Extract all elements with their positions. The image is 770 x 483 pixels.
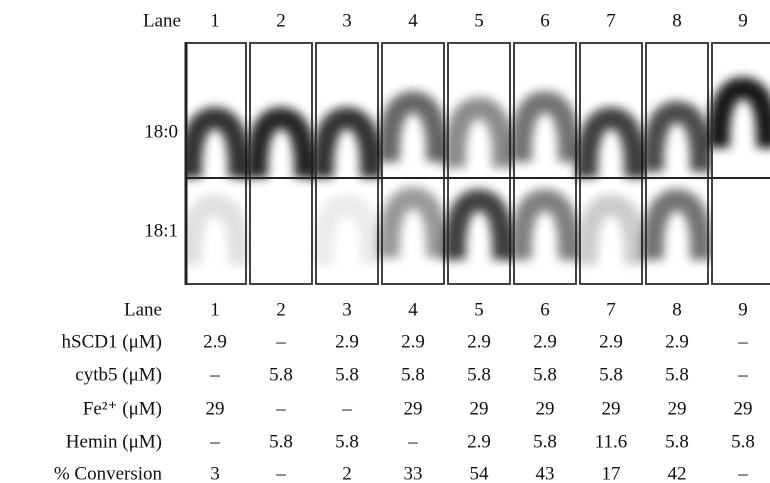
spot: [311, 193, 383, 266]
cell: –: [737, 364, 748, 385]
cell: 5.8: [665, 431, 689, 452]
cell: 7: [606, 299, 616, 320]
cell: –: [341, 398, 352, 419]
cell: –: [209, 364, 220, 385]
cell: 29: [470, 398, 489, 419]
cell: –: [407, 431, 418, 452]
row-label: 18:1: [144, 220, 178, 241]
cell: 2.9: [665, 331, 689, 352]
cell: 5.8: [401, 364, 425, 385]
lane-number: 2: [276, 10, 286, 31]
cell: –: [737, 331, 748, 352]
spot: [575, 106, 647, 179]
cell: 5.8: [665, 364, 689, 385]
lane-number: 6: [540, 10, 550, 31]
cell: 29: [734, 398, 753, 419]
cell: 5.8: [269, 364, 293, 385]
cell: 29: [536, 398, 555, 419]
spot: [509, 188, 581, 261]
cell: 8: [672, 299, 682, 320]
lane-outline: [645, 42, 709, 285]
cell: –: [209, 431, 220, 452]
cell: 9: [738, 299, 748, 320]
cell: –: [275, 463, 286, 483]
cell: 54: [470, 463, 490, 483]
row-label: 18:0: [144, 121, 178, 142]
gel-image: [185, 42, 770, 285]
lane-header-label: Lane: [143, 10, 181, 31]
cell: 3: [210, 463, 220, 483]
row-label: Hemin (μM): [66, 431, 162, 452]
row-label: cytb5 (μM): [75, 364, 162, 385]
lane-number: 7: [606, 10, 616, 31]
cell: 2.9: [599, 331, 623, 352]
lane-number: 8: [672, 10, 682, 31]
cell: 29: [404, 398, 423, 419]
cell: 1: [210, 299, 220, 320]
cell: 5.8: [731, 431, 755, 452]
cell: 2.9: [467, 331, 491, 352]
cell: 11.6: [595, 431, 628, 452]
cell: 2: [342, 463, 352, 483]
cell: 5.8: [467, 364, 491, 385]
spot: [443, 96, 515, 169]
cell: 5.8: [335, 431, 359, 452]
spot: [185, 193, 251, 266]
lane-number: 1: [210, 10, 220, 31]
cell: 2: [276, 299, 286, 320]
cell: 29: [602, 398, 621, 419]
spot: [377, 90, 449, 163]
cell: 43: [536, 463, 555, 483]
cell: 33: [404, 463, 423, 483]
cell: 2.9: [533, 331, 557, 352]
cell: 2.9: [467, 431, 491, 452]
cell: 5: [474, 299, 484, 320]
cell: 5.8: [533, 364, 557, 385]
cell: 5.8: [533, 431, 557, 452]
spot: [443, 188, 515, 261]
spot: [575, 193, 647, 266]
row-label: hSCD1 (μM): [62, 331, 162, 352]
cell: 42: [668, 463, 687, 483]
cell: 29: [668, 398, 687, 419]
spot: [311, 106, 383, 179]
cell: 2.9: [335, 331, 359, 352]
row-label: Fe²⁺ (μM): [83, 398, 162, 419]
cell: –: [737, 463, 748, 483]
cell: 5.8: [599, 364, 623, 385]
cell: 5.8: [335, 364, 359, 385]
cell: –: [275, 398, 286, 419]
cell: 5.8: [269, 431, 293, 452]
lane-number: 4: [408, 10, 418, 31]
spot: [185, 106, 251, 179]
spot: [509, 90, 581, 163]
spot: [245, 106, 317, 179]
cell: 2.9: [203, 331, 227, 352]
spot: [377, 186, 449, 259]
lane-outline: [315, 42, 379, 285]
spot: [641, 188, 713, 261]
lane-outline: [447, 42, 511, 285]
lane-number: 9: [738, 10, 748, 31]
spot: [707, 76, 770, 149]
row-label: Lane: [124, 299, 162, 320]
spot: [641, 100, 713, 173]
cell: 2.9: [401, 331, 425, 352]
lane-outline: [711, 42, 770, 285]
cell: –: [275, 331, 286, 352]
cell: 4: [408, 299, 418, 320]
cell: 6: [540, 299, 550, 320]
lane-number: 5: [474, 10, 484, 31]
cell: 29: [206, 398, 225, 419]
row-label: % Conversion: [54, 463, 163, 483]
cell: 17: [602, 463, 621, 483]
cell: 3: [342, 299, 352, 320]
lane-number: 3: [342, 10, 352, 31]
